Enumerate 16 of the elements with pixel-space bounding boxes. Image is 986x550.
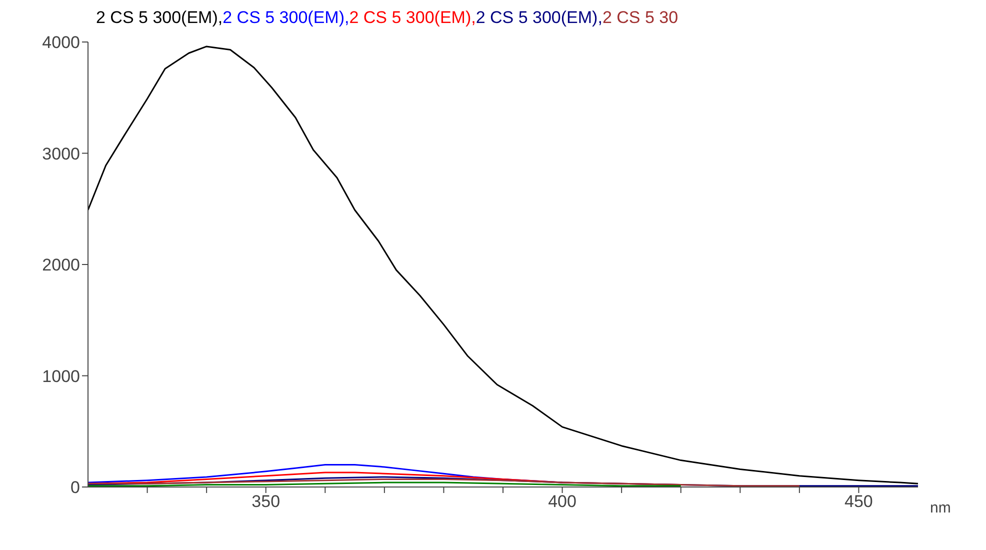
y-tick-label: 0 bbox=[70, 478, 80, 498]
x-tick-label: 350 bbox=[252, 492, 280, 512]
x-tick-label: 450 bbox=[844, 492, 873, 512]
y-tick-label: 1000 bbox=[42, 366, 80, 386]
y-tick-label: 2000 bbox=[42, 256, 80, 275]
line-series bbox=[88, 46, 918, 484]
series-label: 2 CS 5 300(EM), bbox=[96, 8, 223, 27]
text: 2 CS 5 30 bbox=[602, 8, 678, 27]
text: 2 CS 5 300(EM), bbox=[476, 8, 602, 27]
x-tick-label: 400 bbox=[548, 492, 576, 512]
x-axis-title: nm bbox=[930, 499, 951, 516]
line-series bbox=[88, 478, 800, 487]
text: 2 CS 5 300(EM), bbox=[349, 8, 476, 27]
text: 2 CS 5 300(EM), bbox=[222, 8, 350, 27]
y-tick-label: 3000 bbox=[42, 144, 80, 164]
y-tick-label: 4000 bbox=[42, 33, 80, 52]
